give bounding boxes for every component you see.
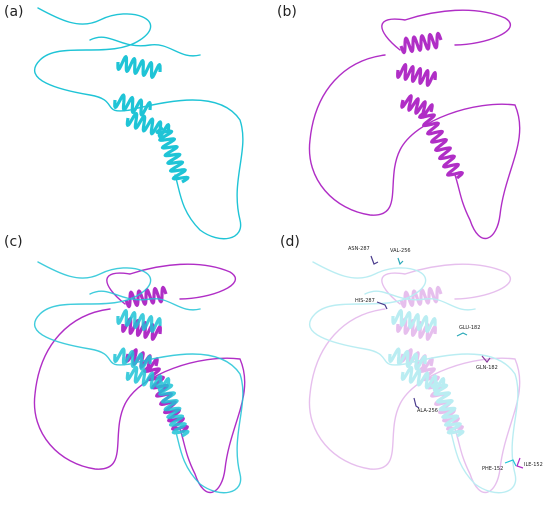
panel-label: (a)	[4, 4, 24, 20]
residue-sticks	[370, 255, 524, 469]
residue-label: ILE-152	[524, 462, 543, 468]
panel-label: (c)	[4, 234, 23, 250]
panel-label: (b)	[277, 4, 297, 20]
residue-label: GLU-182	[459, 325, 480, 331]
panel-d	[307, 260, 522, 495]
residue-label: HIS-287	[355, 298, 375, 304]
residue-label: ASN-287	[348, 246, 370, 252]
residue-label: PHE-152	[482, 466, 503, 472]
residue-label: GLN-182	[476, 365, 498, 371]
panel-b	[307, 8, 522, 241]
residue-label: VAL-256	[390, 248, 411, 254]
residue-label: ALA-256	[417, 408, 438, 414]
panel-c	[32, 260, 247, 495]
panel-a	[33, 6, 245, 241]
panel-label: (d)	[280, 234, 300, 250]
